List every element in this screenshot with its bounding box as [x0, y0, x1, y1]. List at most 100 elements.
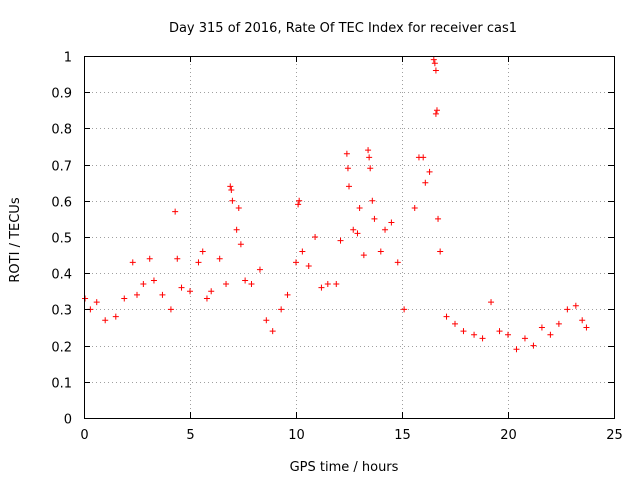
data-point: [538, 324, 545, 331]
tick-layer: 0 5 10 15 20 25 0 0.1 0.2 0.3 0.4 0.5 0.6 0.7 0.8 0.9 1: [51, 51, 622, 444]
data-point: [235, 205, 242, 212]
data-point: [350, 226, 357, 233]
data-point: [256, 266, 263, 273]
data-point: [431, 60, 438, 67]
data-point: [337, 237, 344, 244]
data-point: [401, 306, 408, 313]
data-point: [435, 215, 442, 222]
data-point: [382, 226, 389, 233]
data-point: [112, 313, 119, 320]
data-point: [284, 291, 291, 298]
data-point: [208, 288, 215, 295]
data-point: [572, 302, 579, 309]
data-point: [460, 328, 467, 335]
data-point: [360, 252, 367, 259]
data-point: [172, 208, 179, 215]
data-point: [426, 168, 433, 175]
data-points-layer: [82, 56, 590, 353]
data-point: [203, 295, 210, 302]
data-point: [93, 299, 100, 306]
data-point: [422, 179, 429, 186]
data-point: [420, 154, 427, 161]
x-tick-label: 25: [606, 428, 623, 443]
data-point: [242, 277, 249, 284]
data-point: [324, 281, 331, 288]
data-point: [583, 324, 590, 331]
data-point: [344, 165, 351, 172]
y-tick-label: 0.6: [51, 196, 72, 211]
data-point: [102, 317, 109, 324]
data-point: [263, 317, 270, 324]
data-point: [343, 150, 350, 157]
data-point: [299, 248, 306, 255]
data-point: [233, 226, 240, 233]
y-tick-label: 0.4: [51, 268, 72, 283]
data-point: [432, 110, 439, 117]
chart-title: Day 315 of 2016, Rate Of TEC Index for r…: [169, 21, 517, 36]
data-point: [388, 219, 395, 226]
data-point: [496, 328, 503, 335]
data-point: [121, 295, 128, 302]
data-point: [488, 299, 495, 306]
x-tick-label: 20: [500, 428, 517, 443]
y-tick-label: 0.8: [51, 123, 72, 138]
data-point: [229, 197, 236, 204]
data-point: [371, 215, 378, 222]
data-point: [227, 183, 234, 190]
data-point: [269, 328, 276, 335]
data-point: [199, 248, 206, 255]
data-point: [134, 291, 140, 298]
data-point: [377, 248, 384, 255]
data-point: [150, 277, 157, 284]
data-point: [293, 259, 299, 266]
data-point: [146, 255, 153, 262]
data-point: [479, 335, 486, 342]
y-tick-label: 0.9: [51, 87, 72, 102]
y-axis-label: ROTI / TECUs: [8, 197, 23, 282]
data-point: [295, 201, 302, 208]
data-point: [555, 320, 562, 327]
data-point: [354, 230, 361, 237]
data-point: [296, 197, 303, 204]
y-tick-label: 0.5: [51, 232, 72, 247]
data-point: [367, 165, 374, 172]
grid-layer: [84, 56, 614, 418]
data-point: [432, 67, 439, 74]
data-point: [365, 147, 372, 154]
data-point: [366, 154, 373, 161]
data-point: [318, 284, 325, 291]
data-point: [333, 281, 340, 288]
y-tick-label: 0: [64, 413, 72, 428]
data-point: [159, 291, 166, 298]
data-point: [430, 56, 437, 63]
y-tick-label: 1: [64, 51, 72, 66]
data-point: [437, 248, 444, 255]
data-point: [167, 306, 174, 313]
data-point: [223, 281, 230, 288]
data-point: [513, 346, 520, 353]
data-point: [174, 255, 181, 262]
data-point: [248, 281, 255, 288]
data-point: [356, 205, 363, 212]
data-point: [187, 288, 193, 295]
data-point: [564, 306, 571, 313]
x-axis-label: GPS time / hours: [290, 460, 399, 475]
x-tick-label: 5: [186, 428, 194, 443]
y-tick-label: 0.1: [51, 377, 72, 392]
data-point: [521, 335, 528, 342]
data-point: [228, 186, 235, 193]
data-point: [140, 281, 147, 288]
data-point: [82, 295, 89, 302]
data-point: [452, 320, 458, 327]
data-point: [530, 342, 537, 349]
data-point: [312, 234, 319, 240]
data-point: [394, 259, 401, 266]
y-tick-label: 0.3: [51, 304, 72, 319]
data-point: [305, 262, 312, 269]
x-tick-label: 0: [80, 428, 88, 443]
data-point: [505, 331, 511, 338]
y-tick-label: 0.2: [51, 341, 72, 356]
y-tick-label: 0.7: [51, 160, 72, 175]
data-point: [237, 241, 244, 248]
